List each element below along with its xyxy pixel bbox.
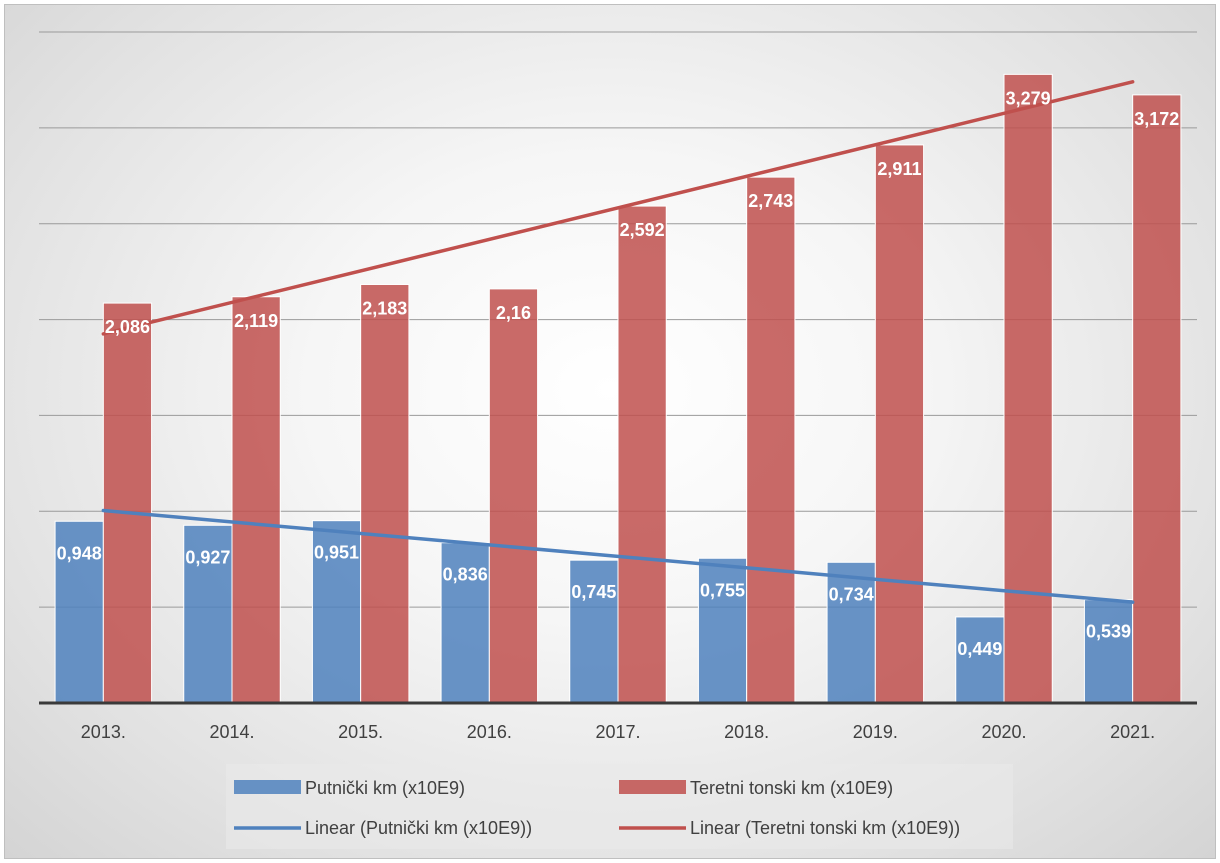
data-label-teretni: 2,911 <box>877 159 921 179</box>
data-label-teretni: 3,172 <box>1134 109 1179 129</box>
legend-label: Linear (Putnički km (x10E9)) <box>305 818 532 838</box>
data-label-putnicki: 0,539 <box>1086 622 1131 642</box>
x-tick-label: 2021. <box>1110 722 1155 742</box>
data-labels: 0,948 2,086 0,927 2,119 0,951 2,183 0,836 2,16 0… <box>57 88 1180 659</box>
data-label-putnicki: 0,948 <box>57 543 102 563</box>
x-tick-label: 2019. <box>853 722 898 742</box>
data-label-putnicki: 0,755 <box>700 580 745 600</box>
bar-teretni <box>488 288 539 704</box>
x-tick-label: 2014. <box>209 722 254 742</box>
data-label-putnicki: 0,836 <box>443 565 488 585</box>
x-tick-label: 2018. <box>724 722 769 742</box>
trendline-teretni <box>101 80 1135 336</box>
legend-item-putnicki: Putnički km (x10E9) <box>234 778 465 798</box>
x-tick-label: 2017. <box>595 722 640 742</box>
data-label-teretni: 2,16 <box>496 303 531 323</box>
bar-putnicki <box>183 524 233 704</box>
data-label-teretni: 2,743 <box>748 191 793 211</box>
bar-putnicki <box>955 616 1005 704</box>
bars <box>54 73 1182 704</box>
bar-teretni <box>360 283 410 704</box>
chart-svg: 0,948 2,086 0,927 2,119 0,951 2,183 0,836 2,16 0… <box>39 31 1197 849</box>
x-axis: 2013. 2014. 2015. 2016. 2017. 2018. 2019. 2020.… <box>39 701 1197 742</box>
data-label-teretni: 3,279 <box>1006 88 1051 108</box>
legend-label: Putnički km (x10E9) <box>305 778 465 798</box>
bar-teretni <box>231 296 281 704</box>
x-tick-label: 2016. <box>467 722 512 742</box>
bar-putnicki <box>1083 599 1134 704</box>
legend-item-teretni: Teretni tonski km (x10E9) <box>619 778 893 798</box>
legend-item-linear-teretni: Linear (Teretni tonski km (x10E9)) <box>619 818 960 838</box>
data-label-teretni: 2,119 <box>234 311 278 331</box>
trendlines <box>101 80 1135 604</box>
bar-teretni <box>1132 94 1182 704</box>
legend-label: Linear (Teretni tonski km (x10E9)) <box>690 818 960 838</box>
x-tick-label: 2015. <box>338 722 383 742</box>
chart-frame: 0,948 2,086 0,927 2,119 0,951 2,183 0,836 2,16 0… <box>4 4 1216 859</box>
data-label-putnicki: 0,734 <box>829 584 874 604</box>
data-label-putnicki: 0,449 <box>957 639 1002 659</box>
legend-label: Teretni tonski km (x10E9) <box>690 778 893 798</box>
data-label-putnicki: 0,745 <box>571 582 616 602</box>
data-label-teretni: 2,086 <box>105 317 150 337</box>
data-label-putnicki: 0,951 <box>314 543 359 563</box>
bar-teretni <box>102 302 153 704</box>
bar-teretni <box>746 176 796 704</box>
data-label-teretni: 2,592 <box>620 220 665 240</box>
bar-putnicki <box>697 557 748 704</box>
bar-putnicki <box>569 559 619 704</box>
data-label-putnicki: 0,927 <box>185 547 230 567</box>
legend-swatch <box>619 780 686 794</box>
x-tick-label: 2020. <box>981 722 1026 742</box>
bar-putnicki <box>440 542 490 704</box>
data-label-teretni: 2,183 <box>362 298 407 318</box>
x-tick-label: 2013. <box>81 722 126 742</box>
legend-swatch <box>234 780 301 794</box>
bar-putnicki <box>311 520 362 704</box>
bar-teretni <box>1003 73 1053 704</box>
trendline-putnicki <box>101 508 1135 604</box>
legend-box <box>226 764 1013 849</box>
legend: Putnički km (x10E9) Teretni tonski km (x1… <box>226 764 1013 849</box>
bar-teretni <box>874 144 925 704</box>
legend-item-linear-putnicki: Linear (Putnički km (x10E9)) <box>234 818 532 838</box>
bar-teretni <box>617 205 667 704</box>
